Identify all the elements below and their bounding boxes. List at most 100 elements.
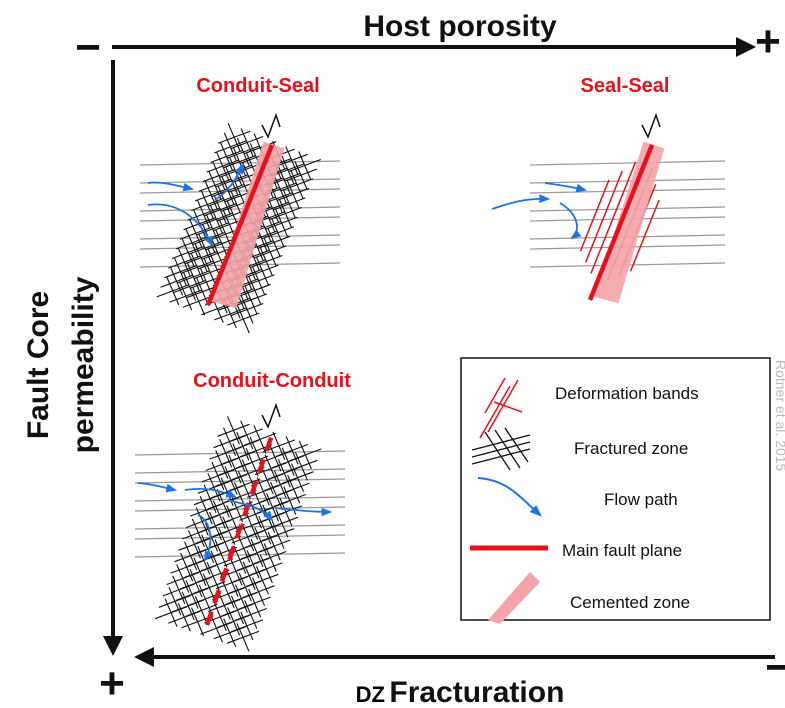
drawing-part xyxy=(240,611,254,641)
drawing-part xyxy=(193,557,207,586)
drawing-part xyxy=(199,495,213,525)
drawing-part xyxy=(209,614,223,643)
left-axis-label-2: permeability xyxy=(67,276,100,453)
drawing-part xyxy=(134,496,346,502)
drawing-part xyxy=(211,141,285,309)
bottom-axis-label: DZ Fracturation xyxy=(356,676,565,708)
drawing-part xyxy=(214,539,228,568)
credit-watermark: Rotner et al. 2015 xyxy=(773,360,785,472)
top-axis-label: Host porosity xyxy=(363,10,557,43)
drawing-part xyxy=(173,257,187,286)
drawing-part xyxy=(248,500,262,529)
drawing-part xyxy=(191,518,205,548)
bottom-right-sign: − xyxy=(765,643,785,692)
drawing-part xyxy=(207,248,221,278)
drawing-part xyxy=(176,564,190,593)
drawing-part xyxy=(255,566,269,595)
drawing-part xyxy=(241,522,255,552)
drawing-part xyxy=(236,432,250,461)
drawing-part xyxy=(271,218,285,247)
drawing-part xyxy=(281,155,295,185)
drawing-part xyxy=(231,595,245,625)
drawing-part xyxy=(183,272,197,301)
drawing-part xyxy=(263,237,277,267)
drawing-part xyxy=(286,180,300,209)
drawing-part xyxy=(177,247,191,277)
drawing-part xyxy=(211,461,225,491)
drawing-part xyxy=(529,188,726,194)
quadrant-title: Conduit-Conduit xyxy=(193,370,351,392)
drawing-part xyxy=(170,267,184,296)
drawing-part xyxy=(272,431,286,461)
drawing-part xyxy=(259,554,273,584)
drawing-part xyxy=(267,531,281,561)
drawing-part xyxy=(222,516,236,545)
drawing-part xyxy=(196,199,210,229)
drawing-part xyxy=(219,438,233,468)
drawing-part xyxy=(236,304,250,334)
drawing-part xyxy=(233,482,247,511)
drawing-part xyxy=(244,600,258,629)
drawing-part xyxy=(256,477,270,506)
drawing-part xyxy=(208,511,222,541)
drawing-part xyxy=(180,552,194,582)
drawing-part xyxy=(210,550,224,579)
drawing-part xyxy=(227,123,241,152)
drawing-part xyxy=(164,598,178,627)
drawing-part xyxy=(273,470,287,499)
drawing-part xyxy=(223,618,237,647)
drawing-part xyxy=(225,166,239,196)
drawing-part xyxy=(189,219,203,248)
drawing-part xyxy=(206,214,220,244)
drawing-part xyxy=(294,452,308,481)
drawing-part xyxy=(245,511,259,540)
drawing-part xyxy=(226,504,240,534)
bottom-axis-main: Fracturation xyxy=(389,676,564,708)
drawing-part xyxy=(298,151,312,180)
drawing-part xyxy=(147,181,195,192)
drawing-part xyxy=(215,450,229,479)
drawing-part xyxy=(209,205,223,234)
drawing-part xyxy=(211,239,225,268)
drawing-part xyxy=(236,623,250,652)
drawing-part xyxy=(194,596,208,625)
drawing-part xyxy=(185,228,199,258)
drawing-part xyxy=(242,561,256,590)
drawing-part xyxy=(237,470,251,500)
drawing-part xyxy=(212,161,226,190)
drawing-part xyxy=(184,541,198,570)
drawing-part xyxy=(193,209,207,238)
drawing-part xyxy=(187,530,201,559)
drawing-part xyxy=(207,473,221,502)
drawing-part xyxy=(267,228,281,257)
drawing-part xyxy=(218,527,232,557)
drawing-part xyxy=(134,450,346,456)
drawing-part xyxy=(206,561,220,591)
drawing-part xyxy=(172,575,186,605)
drawing-part xyxy=(219,142,233,171)
drawing-part xyxy=(181,238,195,267)
drawing-part xyxy=(248,276,262,305)
drawing-part xyxy=(258,515,272,545)
legend-label: Main fault plane xyxy=(562,541,682,560)
drawing-part xyxy=(197,514,213,562)
drawing-part xyxy=(134,552,346,558)
drawing-part xyxy=(205,144,275,306)
drawing-part xyxy=(237,534,251,563)
drawing-part xyxy=(240,420,254,450)
drawing-part xyxy=(134,506,346,512)
drawing-part xyxy=(268,443,282,472)
drawing-part xyxy=(215,229,229,258)
drawing-part xyxy=(212,500,226,529)
drawing-part xyxy=(198,233,212,263)
drawing-part xyxy=(137,482,178,493)
fault-drawings xyxy=(134,112,726,652)
drawing-part xyxy=(221,579,235,609)
drawing-part xyxy=(204,180,218,210)
drawing-part xyxy=(227,607,241,636)
drawing-part xyxy=(214,163,245,201)
drawing-part xyxy=(584,170,623,263)
drawing-part xyxy=(230,493,244,522)
drawing-part xyxy=(641,112,661,139)
drawing-part xyxy=(228,454,242,484)
